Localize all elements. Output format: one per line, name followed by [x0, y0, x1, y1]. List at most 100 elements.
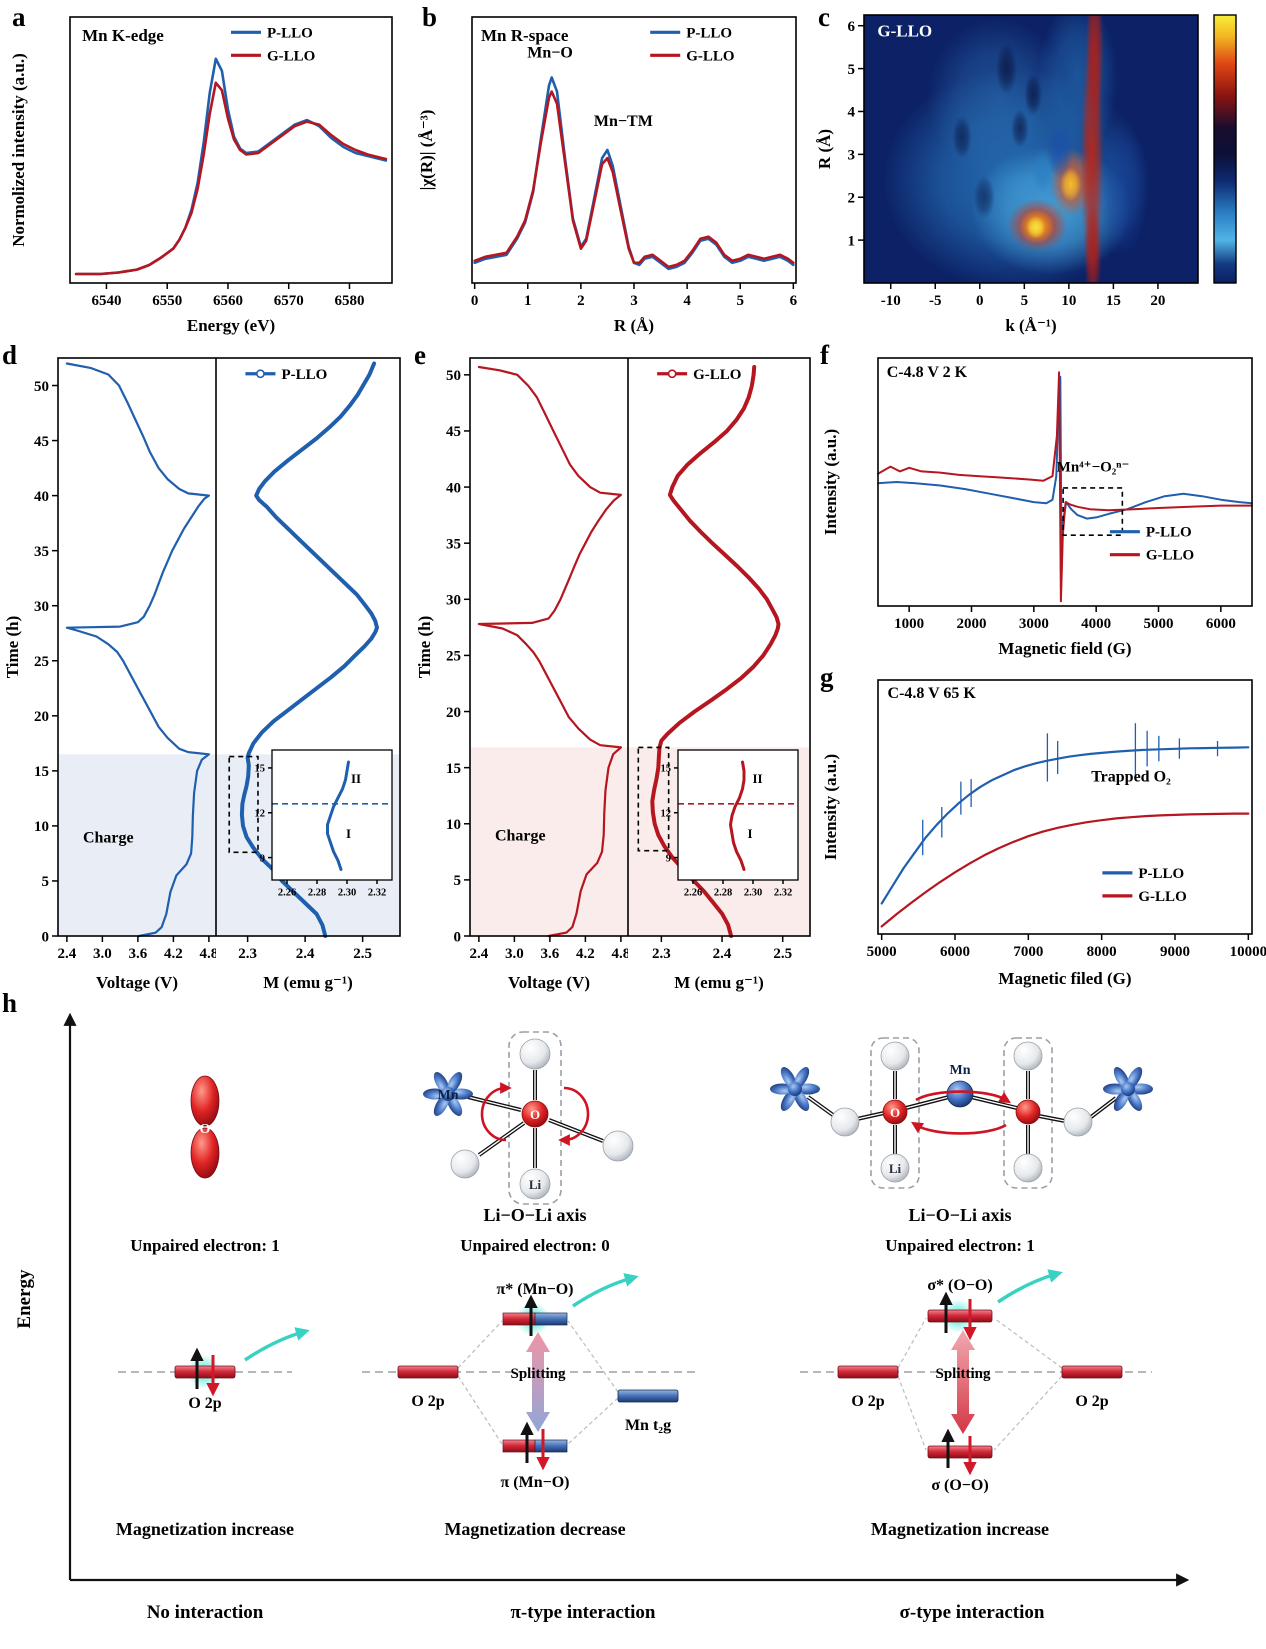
svg-text:25: 25	[446, 649, 461, 665]
h-col2-li-label: Li	[529, 1177, 542, 1192]
svg-text:35: 35	[446, 536, 461, 552]
svg-text:Voltage (V): Voltage (V)	[96, 973, 178, 992]
svg-text:-5: -5	[929, 293, 942, 309]
h-col2-li-sphere-right	[602, 1130, 634, 1162]
svg-text:6560: 6560	[213, 293, 243, 309]
svg-text:2.30: 2.30	[338, 888, 356, 899]
svg-text:1000: 1000	[894, 616, 924, 632]
svg-text:Mn−TM: Mn−TM	[594, 113, 653, 130]
svg-text:Mn R-space: Mn R-space	[481, 26, 569, 45]
svg-text:2.28: 2.28	[714, 888, 732, 899]
svg-text:30: 30	[446, 593, 461, 609]
svg-text:2.4: 2.4	[58, 946, 77, 962]
svg-text:5000: 5000	[867, 944, 897, 960]
panel-label-b: b	[422, 2, 438, 32]
svg-text:Trapped O₂: Trapped O₂	[1091, 769, 1171, 786]
h-col3-o2p-level-left	[837, 1365, 899, 1379]
svg-text:P-LLO: P-LLO	[1138, 866, 1184, 882]
svg-text:12: 12	[255, 808, 266, 819]
h-col2-spin-arrow-left	[480, 1082, 512, 1142]
svg-text:5: 5	[736, 293, 744, 309]
svg-text:45: 45	[34, 434, 49, 450]
panel-a-xanes-chart: Mn K-edge 6540 6550 6560 6570 6580 Energy (eV)…	[8, 5, 404, 339]
svg-text:II: II	[752, 771, 762, 786]
svg-text:2.3: 2.3	[652, 946, 671, 962]
svg-text:6000: 6000	[940, 944, 970, 960]
panel-e-inset-chart: II I 2.26 2.28 2.30 2.32 9 12 15	[650, 742, 806, 906]
h-col1-o-label: O	[200, 1122, 211, 1137]
h-col2-o2p-label: O 2p	[411, 1393, 444, 1410]
panel-d-voltage-chart: Charge 2.4 3.0 3.6 4.2 4.8 0 5 10 15 20 25 30 35 40 45 5…	[4, 344, 216, 996]
h-col2: Mn O Li Li−O−Li axis Unpaired electron: …	[362, 1031, 700, 1539]
svg-text:2000: 2000	[957, 616, 987, 632]
h-col3-mn-label: Mn	[950, 1063, 971, 1078]
svg-text:3.0: 3.0	[505, 946, 524, 962]
svg-text:G-LLO: G-LLO	[877, 21, 932, 40]
svg-text:0: 0	[471, 293, 479, 309]
h-axes: Energy	[14, 1012, 1190, 1587]
h-col3-mn-orbital-cluster-right	[1103, 1065, 1153, 1114]
h-col3-o2p-level-right	[1061, 1365, 1123, 1379]
svg-text:Mn⁴⁺−O₂ⁿ⁻: Mn⁴⁺−O₂ⁿ⁻	[1057, 459, 1130, 475]
h-col3-li-sphere	[880, 1041, 910, 1071]
panel-label-c: c	[818, 2, 830, 32]
svg-text:P-LLO: P-LLO	[267, 25, 313, 41]
svg-text:15: 15	[34, 764, 49, 780]
svg-text:12: 12	[661, 808, 672, 819]
h-col3-axis-box-left	[870, 1037, 920, 1189]
h-col3-o-atom-left	[882, 1099, 908, 1125]
svg-text:2.26: 2.26	[278, 888, 296, 899]
panel-e-voltage-chart: Charge 2.4 3.0 3.6 4.2 4.8 0 5 10 15 20 25 30 35 40 45 5…	[416, 344, 628, 996]
h-col2-li-sphere-bottom	[519, 1168, 551, 1200]
h-col3-li-sphere	[1013, 1153, 1043, 1183]
h-col3-li-sphere	[1013, 1041, 1043, 1071]
svg-text:G-LLO: G-LLO	[1146, 548, 1194, 564]
h-col3-mo-diagram: σ* (O−O) O 2p O 2p σ (O−O) Splitting	[800, 1269, 1152, 1494]
svg-text:Mn K-edge: Mn K-edge	[82, 26, 164, 45]
panel-d-inset-chart: II I 2.26 2.28 2.30 2.32 9 12 15	[244, 742, 400, 906]
h-col3-sigmastar-level	[927, 1309, 993, 1323]
svg-text:4.8: 4.8	[200, 946, 216, 962]
svg-text:Mn−O: Mn−O	[527, 44, 573, 61]
svg-text:I: I	[747, 826, 752, 841]
svg-text:40: 40	[34, 489, 49, 505]
svg-text:G-LLO: G-LLO	[1138, 889, 1186, 905]
svg-text:15: 15	[255, 764, 266, 775]
svg-text:3.6: 3.6	[541, 946, 560, 962]
h-col3-o-atom-right	[1015, 1099, 1041, 1125]
h-col2-li-sphere-lowerleft	[450, 1149, 480, 1179]
h-col1-unpaired: Unpaired electron: 1	[130, 1236, 280, 1255]
h-col3-o2p-label-left: O 2p	[851, 1393, 884, 1410]
panel-label-e: e	[414, 340, 426, 370]
svg-text:2.28: 2.28	[308, 888, 326, 899]
h-col3-magnetization: Magnetization increase	[871, 1519, 1049, 1539]
svg-text:3.0: 3.0	[93, 946, 112, 962]
h-col1-o-p-orbital: O	[190, 1075, 220, 1179]
svg-text:8000: 8000	[1087, 944, 1117, 960]
svg-text:30: 30	[34, 599, 49, 615]
h-col1-magnetization: Magnetization increase	[116, 1519, 294, 1539]
h-col2-magnetization: Magnetization decrease	[444, 1519, 625, 1539]
h-col3-release-arrow	[997, 1269, 1063, 1304]
svg-text:Charge: Charge	[83, 829, 134, 846]
h-x-label-col1: No interaction	[147, 1602, 264, 1623]
h-col2-axis-box	[508, 1031, 562, 1205]
svg-text:k (Å⁻¹): k (Å⁻¹)	[1005, 316, 1056, 335]
h-col2-molecule: Mn O Li	[423, 1031, 634, 1205]
panel-label-a: a	[12, 2, 26, 32]
h-col2-li-sphere-top	[519, 1038, 551, 1070]
svg-text:Voltage (V): Voltage (V)	[508, 973, 590, 992]
h-col3-sigma-label: σ (O−O)	[931, 1477, 988, 1494]
svg-text:I: I	[346, 826, 351, 841]
svg-text:0: 0	[42, 929, 50, 945]
svg-text:1: 1	[524, 293, 532, 309]
h-col3-li-label: Li	[889, 1161, 902, 1176]
svg-text:15: 15	[446, 761, 461, 777]
svg-text:9000: 9000	[1160, 944, 1190, 960]
svg-text:50: 50	[446, 368, 461, 384]
svg-text:2.5: 2.5	[353, 946, 372, 962]
svg-text:Time (h): Time (h)	[416, 616, 434, 679]
svg-text:4.2: 4.2	[164, 946, 183, 962]
svg-text:2.5: 2.5	[773, 946, 792, 962]
